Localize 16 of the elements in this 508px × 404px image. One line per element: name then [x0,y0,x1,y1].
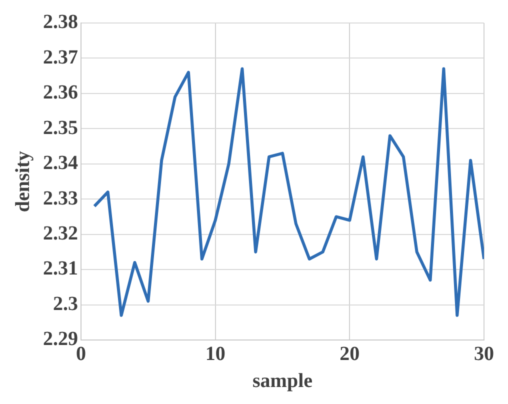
y-tick-label: 2.31 [43,258,78,280]
y-tick-label: 2.38 [43,11,78,34]
y-tick-label: 2.37 [43,46,78,68]
x-tick-label: 10 [205,343,226,366]
y-tick-label: 2.32 [43,222,78,245]
y-tick-label: 2.33 [43,187,78,210]
y-tick-label: 2.34 [43,152,78,174]
y-axis-title: density [12,150,34,212]
y-tick-label: 2.36 [43,82,78,104]
x-tick-label: 30 [474,343,494,366]
x-axis-title: sample [252,370,313,392]
x-tick-label: 0 [76,343,86,366]
y-tick-label: 2.29 [43,328,78,350]
y-tick-label: 2.3 [53,292,78,315]
y-tick-label: 2.35 [43,116,78,139]
x-tick-label: 20 [340,343,360,366]
